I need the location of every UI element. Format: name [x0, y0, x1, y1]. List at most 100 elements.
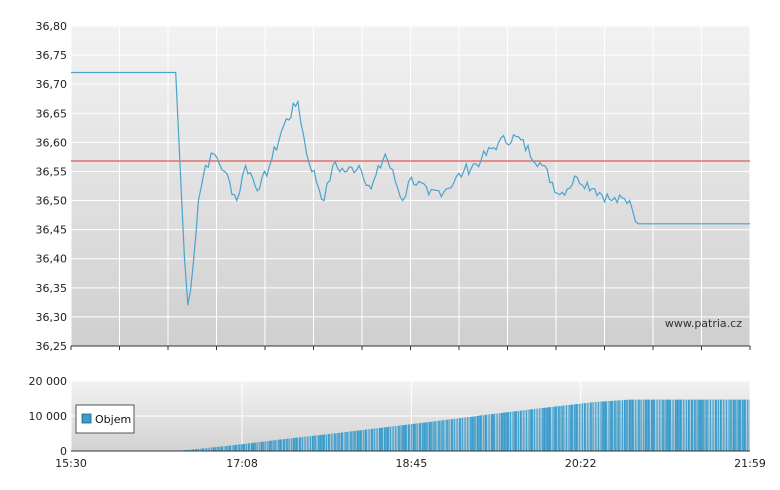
volume-bar [695, 399, 697, 451]
volume-bar [737, 399, 739, 451]
volume-bar [401, 425, 403, 451]
volume-bar [386, 427, 389, 451]
volume-bar [706, 399, 708, 451]
volume-bar [721, 399, 723, 451]
volume-bar [271, 440, 273, 451]
volume-bar [577, 404, 579, 451]
volume-bar [254, 442, 256, 451]
volume-bar [694, 399, 696, 451]
volume-bar [244, 443, 246, 451]
volume-bar [516, 411, 518, 451]
volume-bar [463, 417, 465, 451]
volume-bar [738, 399, 741, 451]
volume-bar [617, 400, 619, 451]
volume-bar [295, 437, 298, 451]
volume-bar [513, 411, 515, 451]
volume-bar [537, 408, 539, 451]
volume-bar [558, 406, 560, 451]
volume-bar [462, 417, 463, 451]
volume-bar [641, 399, 643, 451]
volume-bar [479, 415, 482, 451]
volume-bar [702, 399, 704, 451]
volume-bar [714, 399, 717, 451]
legend-swatch [81, 413, 92, 424]
volume-bar [362, 429, 364, 451]
volume-bar [393, 426, 395, 451]
volume-bar [506, 412, 509, 451]
volume-bar [644, 399, 646, 451]
volume-bar [262, 441, 264, 451]
volume-bar [396, 425, 398, 451]
volume-bar [607, 401, 609, 451]
volume-bar [353, 431, 355, 451]
volume-bar [505, 412, 507, 451]
volume-bar [348, 431, 350, 451]
volume-bar [690, 399, 693, 451]
volume-bar [431, 421, 433, 451]
volume-bar [354, 430, 356, 451]
volume-bar [319, 435, 322, 451]
volume-bar [625, 399, 627, 451]
volume-bar [572, 404, 574, 451]
volume-bar [220, 446, 222, 451]
volume-bar [215, 447, 217, 451]
volume-bar [388, 426, 390, 451]
volume-bar [498, 413, 500, 451]
volume-bar [604, 401, 606, 451]
volume-bar [340, 432, 342, 451]
watermark: www.patria.cz [665, 317, 742, 330]
volume-bar [598, 401, 599, 451]
volume-bar [394, 426, 396, 451]
volume-bar [582, 403, 583, 451]
volume-bar [367, 429, 369, 451]
volume-bar [708, 399, 710, 451]
volume-bar [743, 399, 746, 451]
volume-bar [330, 433, 332, 451]
volume-bar [334, 433, 336, 451]
volume-bar [727, 399, 729, 451]
volume-bar [345, 432, 347, 451]
volume-bar [374, 428, 375, 451]
volume-bar [538, 408, 540, 451]
volume-bar [303, 436, 305, 451]
volume-bar [366, 429, 367, 451]
volume-bar [630, 399, 632, 451]
price-y-tick-label: 36,25 [36, 340, 68, 353]
volume-bar [494, 413, 495, 451]
volume-bar [508, 412, 510, 451]
volume-bar [428, 422, 430, 451]
volume-y-tick-label: 10 000 [29, 410, 68, 423]
volume-bar [732, 399, 734, 451]
volume-bar [585, 403, 587, 451]
volume-bar [526, 409, 527, 451]
volume-bar [722, 399, 724, 451]
volume-bar [455, 418, 457, 451]
price-y-tick-label: 36,50 [36, 195, 68, 208]
volume-bar [534, 408, 535, 451]
volume-bar [406, 424, 407, 451]
volume-bar [359, 430, 362, 451]
volume-bar [719, 399, 722, 451]
volume-bar [559, 406, 561, 451]
volume-bar [441, 420, 443, 451]
volume-bar [682, 399, 684, 451]
volume-bar [729, 399, 731, 451]
volume-bar [601, 401, 603, 451]
volume-bar [633, 399, 635, 451]
volume-bar [274, 440, 276, 451]
volume-bar [686, 399, 687, 451]
volume-bar [316, 435, 318, 451]
volume-bar [206, 448, 207, 451]
volume-bar [489, 414, 491, 451]
volume-bar [545, 407, 547, 451]
volume-bar [430, 421, 432, 451]
volume-bar [554, 406, 557, 451]
volume-bar [503, 412, 506, 451]
volume-bar [214, 447, 216, 451]
volume-bar [212, 447, 214, 451]
volume-bar [351, 431, 353, 451]
volume-bar [684, 399, 686, 451]
volume-bar [521, 410, 523, 451]
volume-y-tick-label: 20 000 [29, 375, 68, 388]
